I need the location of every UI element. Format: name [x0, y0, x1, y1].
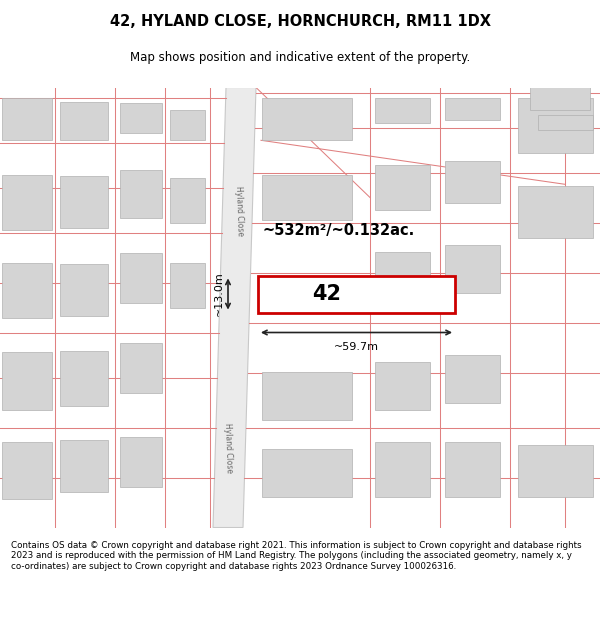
Bar: [375, 361, 430, 409]
Bar: [445, 244, 500, 292]
Bar: [375, 164, 430, 209]
Bar: [445, 354, 500, 402]
Text: 42, HYLAND CLOSE, HORNCHURCH, RM11 1DX: 42, HYLAND CLOSE, HORNCHURCH, RM11 1DX: [110, 14, 491, 29]
Bar: [170, 262, 205, 308]
Text: Hyland Close: Hyland Close: [233, 186, 244, 236]
Bar: [445, 98, 500, 119]
Bar: [2, 174, 52, 229]
Bar: [170, 177, 205, 222]
Text: ~532m²/~0.132ac.: ~532m²/~0.132ac.: [263, 223, 415, 238]
Bar: [120, 169, 162, 217]
Bar: [262, 98, 352, 139]
Bar: [120, 102, 162, 132]
Bar: [120, 342, 162, 392]
Bar: [518, 98, 593, 152]
Text: Map shows position and indicative extent of the property.: Map shows position and indicative extent…: [130, 51, 470, 64]
Bar: [375, 442, 430, 498]
Bar: [518, 446, 593, 498]
Bar: [445, 442, 500, 498]
Bar: [120, 253, 162, 302]
Bar: [60, 441, 108, 493]
Text: ~59.7m: ~59.7m: [334, 342, 379, 352]
Bar: [170, 109, 205, 139]
Text: Contains OS data © Crown copyright and database right 2021. This information is : Contains OS data © Crown copyright and d…: [11, 541, 581, 571]
Bar: [60, 351, 108, 406]
Text: ~13.0m: ~13.0m: [214, 272, 224, 316]
Text: 42: 42: [313, 284, 341, 304]
Bar: [2, 98, 52, 139]
Bar: [375, 98, 430, 122]
Bar: [258, 276, 455, 312]
Bar: [262, 371, 352, 419]
Bar: [120, 438, 162, 488]
Bar: [2, 441, 52, 499]
Bar: [60, 176, 108, 228]
Polygon shape: [213, 88, 256, 528]
Text: Hyland Close: Hyland Close: [223, 423, 233, 474]
Bar: [60, 101, 108, 139]
Bar: [2, 351, 52, 409]
Bar: [262, 449, 352, 498]
Bar: [518, 186, 593, 238]
Bar: [262, 174, 352, 219]
Bar: [60, 264, 108, 316]
Bar: [530, 81, 590, 109]
Bar: [2, 262, 52, 318]
Bar: [538, 114, 593, 129]
Bar: [445, 161, 500, 202]
Bar: [375, 251, 430, 299]
